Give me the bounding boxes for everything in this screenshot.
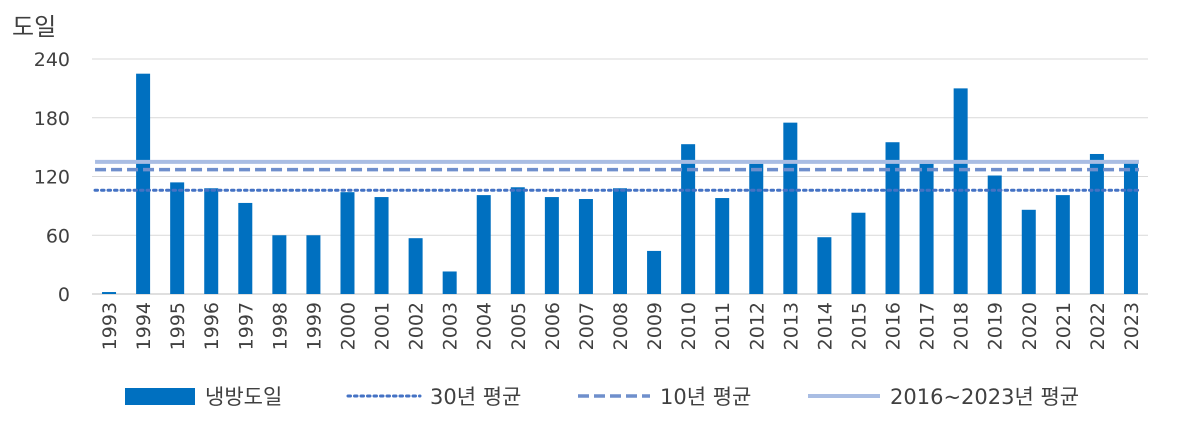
x-tick-label: 2015 [848,302,870,350]
legend-label: 10년 평균 [660,385,751,409]
y-tick-label: 120 [34,167,70,189]
x-tick-label: 2014 [814,302,836,350]
bar-2016 [885,142,900,294]
bar-2008 [613,188,627,294]
bar-2005 [510,187,525,294]
bar-2009 [647,250,662,294]
legend-label: 2016~2023년 평균 [890,385,1079,409]
bar-2002 [408,238,423,294]
bar-2015 [851,212,866,294]
y-tick-label: 60 [46,225,70,247]
bar-2020 [1021,209,1036,294]
x-tick-label: 2003 [440,302,462,350]
x-tick-label: 2016 [883,302,905,350]
y-tick-label: 240 [34,49,70,71]
legend-swatch [125,388,195,405]
bar-2001 [374,197,389,294]
y-tick-label: 180 [34,108,70,130]
bar-1995 [170,182,185,294]
y-tick-label: 0 [58,284,70,306]
x-tick-label: 2012 [746,302,768,350]
x-tick-label: 2007 [576,302,598,350]
bar-2006 [544,197,559,294]
bar-1998 [272,235,287,294]
bar-2019 [987,175,1002,294]
bars [102,73,1138,294]
x-tick-label: 2017 [917,302,939,350]
x-tick-label: 2022 [1087,302,1109,350]
x-tick-label: 2009 [644,302,666,350]
x-tick-label: 2018 [951,302,973,350]
bar-1999 [306,235,321,294]
bar-2013 [783,122,798,294]
bar-1993 [102,292,117,294]
bar-2021 [1055,195,1070,294]
x-tick-label: 1995 [167,302,189,350]
bar-2010 [681,144,696,294]
bar-1997 [238,202,253,294]
legend-label: 30년 평균 [430,385,521,409]
x-tick-label: 2008 [610,302,632,350]
bar-2004 [476,195,491,294]
y-axis-unit-label: 도일 [12,13,56,41]
bar-2007 [578,199,593,294]
x-tick-label: 2020 [1019,302,1041,350]
bar-2012 [749,163,764,294]
legend-label: 냉방도일 [205,385,282,409]
x-tick-label: 1997 [235,302,257,350]
x-tick-label: 1999 [303,302,325,350]
x-tick-label: 2002 [406,302,428,350]
bar-1994 [136,73,151,294]
x-tick-label: 2023 [1121,302,1143,350]
x-tick-label: 1993 [99,302,121,350]
bar-2000 [340,192,355,294]
x-tick-label: 2019 [985,302,1007,350]
bar-2022 [1089,153,1104,294]
x-tick-label: 2001 [372,302,394,350]
x-tick-label: 2005 [508,302,530,350]
y-axis-ticks: 0 60 120 180 240 [34,49,70,306]
x-tick-label: 2013 [780,302,802,350]
grid-lines [92,58,1148,295]
x-tick-label: 2010 [678,302,700,350]
x-tick-label: 2006 [542,302,564,350]
x-tick-label: 2004 [474,302,496,350]
bar-2023 [1123,162,1138,294]
x-axis-ticks: 1993 1994 1995 1996 1997 1998 1999 2000 2001 2002… [99,302,1143,350]
bar-2017 [919,163,934,294]
x-tick-label: 1996 [201,302,223,350]
bar-1996 [204,188,219,294]
x-tick-label: 1998 [269,302,291,350]
x-tick-label: 2000 [337,302,359,350]
reference-lines [93,159,1141,192]
x-tick-label: 1994 [133,302,155,350]
bar-2014 [817,237,832,294]
bar-2011 [715,198,730,294]
legend: 냉방도일 30년 평균 10년 평균 2016~2023년 평균 [125,385,1079,409]
x-tick-label: 2021 [1053,302,1075,350]
x-tick-label: 2011 [712,302,734,350]
bar-2003 [442,271,457,294]
